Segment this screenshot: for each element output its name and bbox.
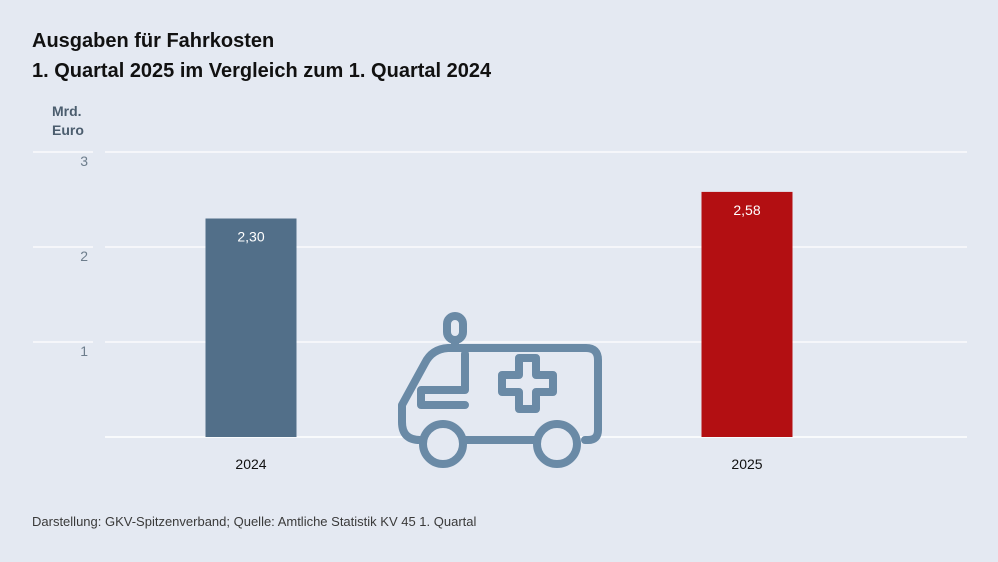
y-axis-unit: Mrd. Euro: [52, 103, 84, 138]
x-tick-label: 2025: [731, 456, 762, 472]
y-tick-labels: 1 2 3: [80, 153, 88, 359]
bar-2024: [205, 218, 297, 437]
y-tick-label: 1: [80, 343, 88, 359]
title-line-1: Ausgaben für Fahrkosten: [32, 30, 275, 52]
y-tick-label: 2: [80, 248, 88, 264]
source-note: Darstellung: GKV-Spitzenverband; Quelle:…: [32, 514, 477, 529]
ambulance-icon: [398, 312, 602, 468]
y-tick-label: 3: [80, 153, 88, 169]
data-label: 2,30: [237, 229, 264, 245]
title-line-2: 1. Quartal 2025 im Vergleich zum 1. Quar…: [32, 60, 492, 82]
chart-title: Ausgaben für Fahrkosten 1. Quartal 2025 …: [32, 26, 491, 86]
x-tick-labels: 2024 2025: [235, 456, 762, 472]
x-tick-label: 2024: [235, 456, 266, 472]
bars: 2,30 2,58: [205, 191, 793, 437]
bar-2025: [701, 191, 793, 437]
data-label: 2,58: [733, 202, 760, 218]
